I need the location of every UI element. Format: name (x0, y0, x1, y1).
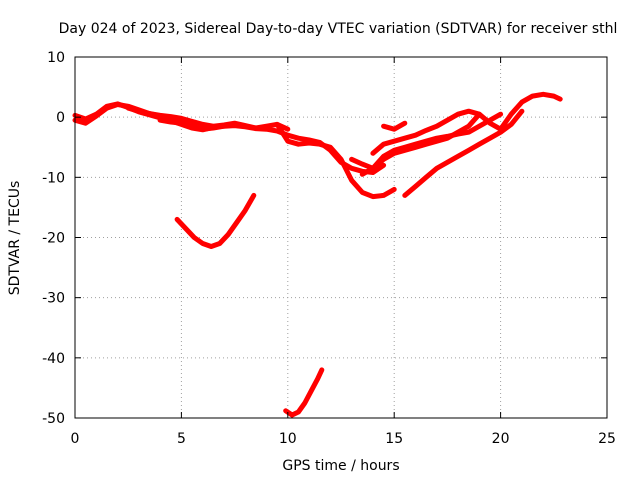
y-tick-label: -10 (42, 170, 65, 186)
chart-title: Day 024 of 2023, Sidereal Day-to-day VTE… (59, 21, 618, 37)
y-axis-label: SDTVAR / TECUs (7, 181, 23, 296)
axis-ticks: 0 5 10 15 20 25 10 0 -10 -20 -30 -40 -50 (42, 50, 616, 447)
x-tick-label: 15 (385, 431, 403, 447)
x-tick-label: 10 (279, 431, 297, 447)
x-axis-label: GPS time / hours (282, 458, 399, 474)
y-tick-label: -20 (42, 231, 65, 247)
series-line-sat-h (402, 108, 525, 198)
y-tick-label: -50 (42, 411, 65, 427)
series-line-sat-i (349, 111, 482, 171)
data-series (72, 91, 563, 418)
y-tick-label: 10 (47, 50, 65, 66)
series-line-sat-e (274, 121, 397, 200)
y-tick-label: 0 (56, 110, 65, 126)
series-line-sat-f (359, 111, 504, 177)
x-tick-label: 25 (598, 431, 616, 447)
series-line-sat-c (125, 105, 291, 132)
series-line-sat-k (174, 192, 257, 249)
y-tick-label: -40 (42, 351, 65, 367)
series-line-sat-d (157, 117, 387, 175)
series-line-sat-j (381, 120, 408, 132)
y-tick-label: -30 (42, 291, 65, 307)
x-tick-label: 5 (177, 431, 186, 447)
x-tick-label: 20 (492, 431, 510, 447)
x-tick-label: 0 (71, 431, 80, 447)
grid (75, 57, 607, 418)
series-line-sat-l (283, 367, 325, 418)
series-line-sat-g (370, 91, 563, 156)
